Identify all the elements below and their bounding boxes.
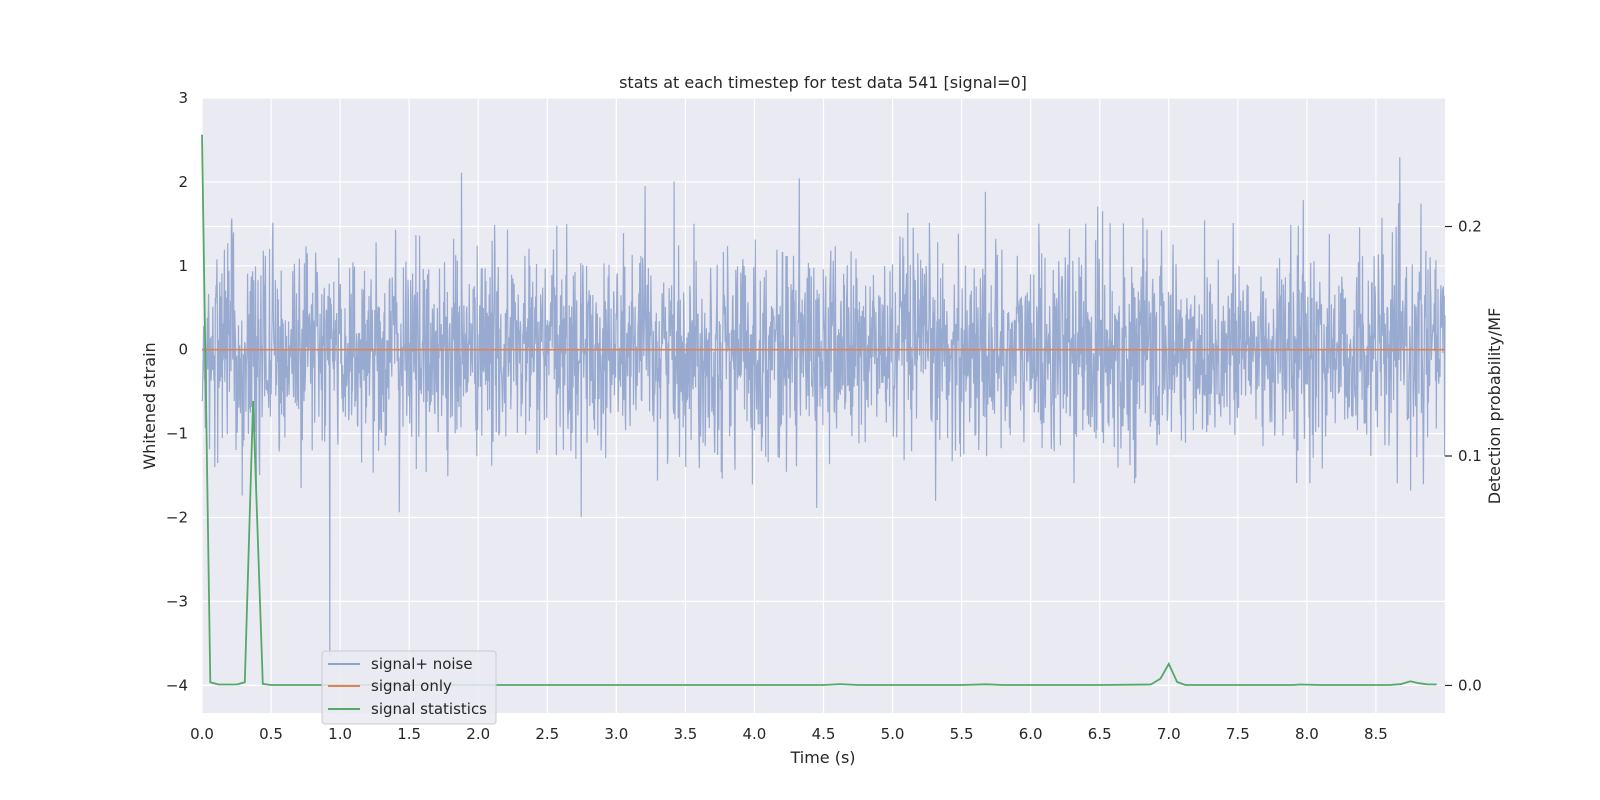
y-left-tick-label: −3 [166,592,188,610]
x-tick-label: 8.5 [1364,725,1388,743]
x-tick-label: 4.5 [812,725,836,743]
y-right-tick-label: 0.2 [1458,218,1482,236]
x-tick-label: 1.5 [397,725,421,743]
legend-box [321,650,497,725]
x-tick-label: 7.5 [1226,725,1250,743]
y-axis-right-label: Detection probability/MF [1485,308,1504,505]
y-left-tick-label: −4 [166,676,188,694]
y-right-tick-label: 0.0 [1458,676,1482,694]
y-left-tick-label: 3 [178,89,188,107]
y-right-tick-label: 0.1 [1458,447,1482,465]
x-tick-label: 3.5 [673,725,697,743]
x-tick-label: 6.5 [1088,725,1112,743]
y-left-tick-label: −2 [166,509,188,527]
x-tick-label: 5.5 [950,725,974,743]
x-tick-label: 1.0 [328,725,352,743]
x-tick-label: 0.0 [190,725,214,743]
legend-label-signal-statistics: signal statistics [371,700,487,718]
y-left-tick-label: 2 [178,173,188,191]
x-tick-label: 7.0 [1157,725,1181,743]
x-tick-label: 5.0 [881,725,905,743]
y-left-tick-label: −1 [166,425,188,443]
legend-label-signal-noise: signal+ noise [371,655,473,673]
signal-statistics-line [201,134,1437,686]
y-left-tick-label: 0 [178,341,188,359]
x-axis-ticks: 0.0 0.5 1.0 1.5 2.0 2.5 3.0 3.5 4.0 4.5 5.0 5.5 6.0 6… [190,725,1388,743]
x-tick-label: 8.0 [1295,725,1319,743]
series-signal-statistics [201,134,1437,686]
series-signal-noise [201,157,1446,656]
x-tick-label: 6.0 [1019,725,1043,743]
y-left-tick-label: 1 [178,257,188,275]
y-axis-left-ticks: 3 2 1 0 −1 −2 −3 −4 [166,89,188,694]
x-axis-label: Time (s) [789,748,855,767]
x-tick-label: 4.0 [743,725,767,743]
legend-label-signal-only: signal only [371,677,452,695]
y-axis-left-label: Whitened strain [140,342,159,469]
x-tick-label: 2.5 [535,725,559,743]
legend: signal+ noise signal only signal statist… [321,650,497,725]
chart-title: stats at each timestep for test data 541… [619,73,1027,92]
noise-line [201,157,1446,656]
y-axis-right-ticks: 0.2 0.1 0.0 [1445,218,1482,694]
x-tick-label: 2.0 [466,725,490,743]
x-tick-label: 3.0 [604,725,628,743]
x-tick-label: 0.5 [259,725,283,743]
